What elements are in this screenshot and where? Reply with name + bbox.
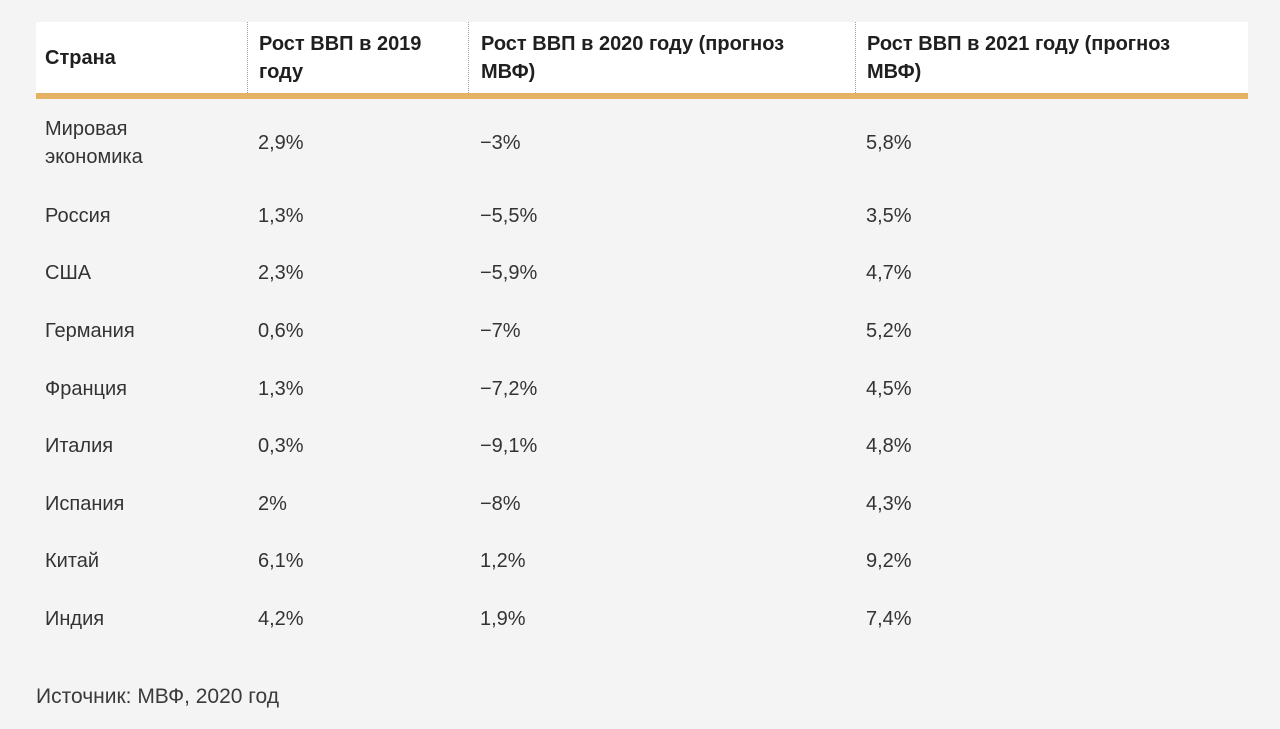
cell-gdp-2019: 1,3%: [258, 377, 304, 400]
gdp-growth-table: Страна Рост ВВП в 2019 году Рост ВВП в 2…: [36, 22, 1248, 648]
cell-gdp-2019: 0,6%: [258, 319, 304, 342]
cell-gdp-2019: 4,2%: [258, 607, 304, 630]
table-row-germany: Германия 0,6% −7% 5,2%: [36, 302, 1248, 360]
cell-country: Китай: [45, 550, 100, 573]
cell-gdp-2021: 5,2%: [866, 319, 912, 342]
cell-gdp-2020: −7%: [480, 319, 521, 342]
cell-country: Мировая экономика: [45, 118, 143, 168]
cell-gdp-2020: −5,5%: [480, 204, 538, 227]
table-row-china: Китай 6,1% 1,2% 9,2%: [36, 533, 1248, 591]
cell-gdp-2020: 1,9%: [480, 607, 526, 630]
cell-gdp-2020: −5,9%: [480, 262, 538, 285]
cell-gdp-2021: 7,4%: [866, 607, 912, 630]
cell-gdp-2021: 4,3%: [866, 492, 912, 515]
cell-gdp-2019: 2,3%: [258, 262, 304, 285]
cell-gdp-2021: 4,5%: [866, 377, 912, 400]
cell-gdp-2019: 6,1%: [258, 550, 304, 573]
source-text: Источник: МВФ, 2020 год: [36, 685, 279, 708]
cell-country: Россия: [45, 204, 111, 227]
table-row-usa: США 2,3% −5,9% 4,7%: [36, 245, 1248, 303]
column-header-gdp-2021: Рост ВВП в 2021 году (прогноз МВФ): [855, 22, 1248, 93]
cell-gdp-2021: 9,2%: [866, 550, 912, 573]
cell-gdp-2021: 5,8%: [866, 132, 912, 154]
cell-gdp-2021: 4,8%: [866, 435, 912, 458]
cell-gdp-2020: −8%: [480, 492, 521, 515]
cell-gdp-2021: 4,7%: [866, 262, 912, 285]
cell-gdp-2019: 1,3%: [258, 204, 304, 227]
table-row-italy: Италия 0,3% −9,1% 4,8%: [36, 417, 1248, 475]
cell-gdp-2020: −7,2%: [480, 377, 538, 400]
column-header-country: Страна: [45, 46, 116, 69]
table-row-world-economy: Мировая экономика 2,9% −3% 5,8%: [36, 99, 1248, 187]
column-header-gdp-2019: Рост ВВП в 2019 году: [247, 22, 468, 93]
cell-country: Германия: [45, 319, 135, 342]
cell-country: США: [45, 262, 92, 285]
cell-country: Испания: [45, 492, 125, 515]
cell-gdp-2020: −3%: [480, 132, 521, 154]
table-row-spain: Испания 2% −8% 4,3%: [36, 475, 1248, 533]
header-accent-bar: [36, 93, 1248, 99]
cell-gdp-2019: 0,3%: [258, 435, 304, 458]
cell-country: Франция: [45, 377, 127, 400]
cell-gdp-2019: 2%: [258, 492, 287, 515]
table-row-russia: Россия 1,3% −5,5% 3,5%: [36, 187, 1248, 245]
cell-gdp-2019: 2,9%: [258, 132, 304, 154]
table-row-france: Франция 1,3% −7,2% 4,5%: [36, 360, 1248, 418]
cell-gdp-2021: 3,5%: [866, 204, 912, 227]
cell-gdp-2020: 1,2%: [480, 550, 526, 573]
cell-country: Италия: [45, 435, 114, 458]
table-header-row: Страна Рост ВВП в 2019 году Рост ВВП в 2…: [36, 22, 1248, 93]
table-row-india: Индия 4,2% 1,9% 7,4%: [36, 590, 1248, 648]
cell-country: Индия: [45, 607, 105, 630]
cell-gdp-2020: −9,1%: [480, 435, 538, 458]
column-header-gdp-2020: Рост ВВП в 2020 году (прогноз МВФ): [468, 22, 855, 93]
